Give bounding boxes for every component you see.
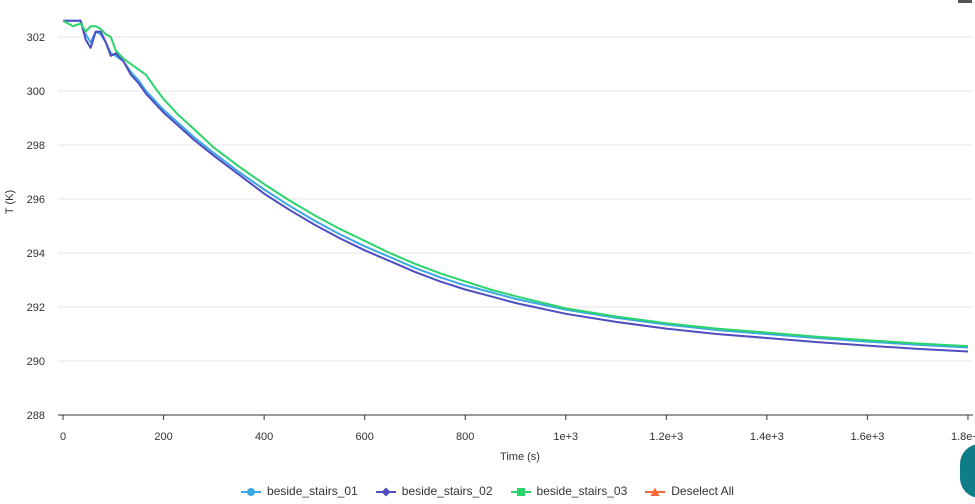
- x-tick-label: 800: [456, 431, 474, 443]
- y-tick-label: 292: [27, 302, 45, 314]
- legend-label: beside_stairs_03: [536, 484, 628, 498]
- series-line-2[interactable]: [63, 19, 969, 353]
- y-axis-title: T (K): [4, 190, 16, 214]
- triangle-marker-icon: [645, 486, 666, 496]
- series-line-1[interactable]: [63, 19, 969, 349]
- series-line-3[interactable]: [62, 19, 969, 348]
- menu-dash-icon[interactable]: [958, 0, 972, 3]
- y-tick-label: 288: [27, 410, 45, 422]
- x-tick-label: 0: [60, 431, 66, 443]
- x-tick-label: 1.4e+3: [750, 431, 784, 443]
- legend-label: Deselect All: [671, 484, 734, 498]
- legend-item-2[interactable]: beside_stairs_02: [375, 484, 493, 498]
- x-tick-labels: 0 200 400 600 800 1e+3 1.2e+3 1.4e+3 1.6e+3 1.8e+…: [60, 431, 975, 443]
- chat-bubble-icon[interactable]: [960, 444, 975, 498]
- legend-item-1[interactable]: beside_stairs_01: [241, 484, 358, 498]
- y-tick-label: 296: [27, 194, 45, 206]
- axes: [58, 414, 973, 420]
- series-lines: [62, 19, 969, 353]
- x-tick-label: 1.6e+3: [850, 431, 884, 443]
- x-tick-label: 600: [355, 431, 373, 443]
- y-tick-label: 302: [27, 32, 45, 44]
- circle-marker-icon: [241, 486, 262, 496]
- x-tick-label: 400: [255, 431, 273, 443]
- grid-lines: [58, 36, 973, 362]
- y-tick-label: 298: [27, 140, 45, 152]
- x-tick-label: 1e+3: [553, 431, 578, 443]
- y-tick-label: 294: [27, 248, 45, 260]
- legend: beside_stairs_01 beside_stairs_02 beside_s…: [0, 482, 975, 500]
- legend-label: beside_stairs_01: [267, 484, 358, 498]
- legend-item-4[interactable]: Deselect All: [645, 484, 734, 498]
- x-tick-label: 200: [154, 431, 172, 443]
- diamond-marker-icon: [375, 486, 396, 497]
- y-tick-label: 290: [27, 356, 45, 368]
- x-axis-title: Time (s): [500, 451, 540, 463]
- square-marker-icon: [510, 486, 531, 496]
- x-tick-label: 1.8e+3: [951, 431, 975, 443]
- line-chart: 288 290 292 294 296 298 300 302 0 200 400 600 800 1e…: [4, 19, 975, 463]
- y-tick-labels: 288 290 292 294 296 298 300 302: [27, 32, 45, 422]
- legend-label: beside_stairs_02: [401, 484, 493, 498]
- legend-item-3[interactable]: beside_stairs_03: [510, 484, 628, 498]
- x-tick-label: 1.2e+3: [649, 431, 683, 443]
- y-tick-label: 300: [27, 86, 45, 98]
